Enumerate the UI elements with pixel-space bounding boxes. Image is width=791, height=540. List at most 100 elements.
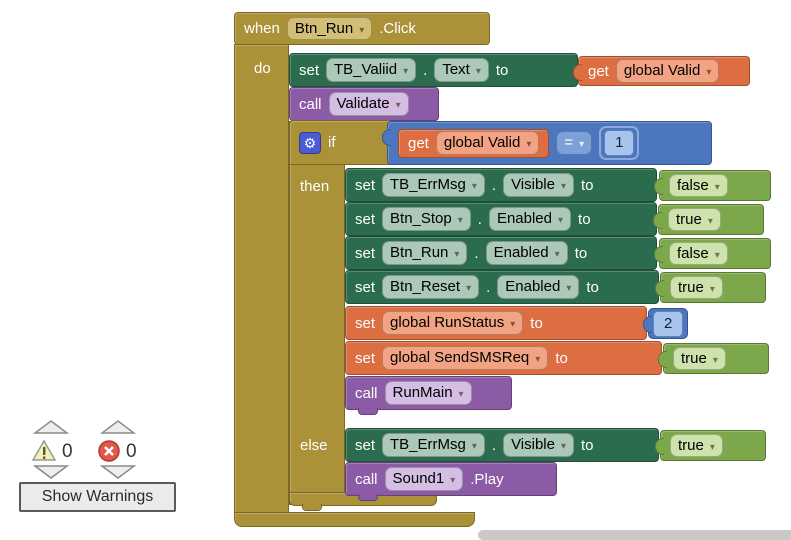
- variable-name: global SendSMSReq: [390, 349, 530, 367]
- procedure-dropdown[interactable]: Sound1: [384, 467, 464, 491]
- property-dropdown[interactable]: Visible: [503, 173, 575, 197]
- get-keyword: get: [588, 62, 609, 80]
- component-dropdown[interactable]: Btn_Stop: [382, 207, 471, 231]
- operator-dropdown[interactable]: =: [556, 131, 593, 155]
- logic-true-block[interactable]: true: [655, 430, 766, 461]
- warning-icon: [31, 439, 57, 461]
- if-block-spine[interactable]: [289, 121, 345, 505]
- call-keyword: call: [355, 384, 378, 402]
- procedure-dropdown[interactable]: Validate: [328, 92, 409, 116]
- dropdown-arrow-icon: [710, 278, 715, 298]
- variable-dropdown[interactable]: global Valid: [615, 59, 720, 83]
- dropdown-arrow-icon: [359, 19, 364, 39]
- dot-separator: .: [491, 176, 497, 194]
- operator-symbol: =: [564, 134, 574, 152]
- component-name: Btn_Reset: [390, 278, 461, 296]
- property-name: Visible: [511, 436, 555, 454]
- dropdown-arrow-icon: [579, 133, 584, 153]
- variable-dropdown[interactable]: global Valid: [435, 131, 540, 155]
- warnings-down-arrow[interactable]: [33, 464, 69, 480]
- logic-dropdown[interactable]: true: [673, 346, 726, 371]
- property-dropdown[interactable]: Visible: [503, 433, 575, 457]
- variable-name: global Valid: [623, 62, 701, 80]
- set-tb-errmsg-visible-block[interactable]: set TB_ErrMsg . Visible to: [345, 428, 659, 462]
- property-name: Visible: [511, 176, 555, 194]
- logic-false-block[interactable]: false: [654, 170, 771, 201]
- logic-value: false: [677, 176, 709, 194]
- horizontal-scrollbar[interactable]: [478, 530, 791, 540]
- to-keyword: to: [581, 176, 594, 194]
- logic-true-block[interactable]: true: [653, 204, 764, 235]
- call-runmain-block[interactable]: call RunMain: [345, 376, 512, 415]
- component-name: TB_ErrMsg: [390, 436, 466, 454]
- property-dropdown[interactable]: Text: [434, 58, 489, 82]
- component-dropdown[interactable]: TB_ErrMsg: [382, 173, 485, 197]
- logic-dropdown[interactable]: true: [670, 433, 723, 458]
- property-name: Enabled: [505, 278, 561, 296]
- procedure-name: Validate: [336, 95, 390, 113]
- component-dropdown[interactable]: Btn_Reset: [382, 275, 480, 299]
- procedure-name: RunMain: [392, 384, 453, 402]
- logic-false-block[interactable]: false: [654, 238, 771, 269]
- to-keyword: to: [530, 314, 543, 332]
- set-tb-valiid-text-block[interactable]: set TB_Valiid . Text to: [289, 53, 578, 87]
- errors-up-arrow[interactable]: [100, 419, 136, 435]
- when-keyword: when: [244, 20, 280, 37]
- logic-dropdown[interactable]: true: [670, 275, 723, 300]
- mutator-gear-icon[interactable]: [299, 131, 321, 154]
- event-component-dropdown[interactable]: Btn_Run: [286, 16, 373, 41]
- logic-dropdown[interactable]: false: [669, 173, 728, 198]
- warnings-up-arrow[interactable]: [33, 419, 69, 435]
- number-block[interactable]: 2: [653, 310, 684, 337]
- call-sound1-play-block[interactable]: call Sound1 .Play: [345, 462, 557, 501]
- dropdown-arrow-icon: [450, 469, 455, 489]
- when-block-spine[interactable]: [234, 44, 289, 513]
- dropdown-arrow-icon: [472, 175, 477, 195]
- dropdown-arrow-icon: [472, 435, 477, 455]
- set-keyword: set: [355, 244, 376, 262]
- dropdown-arrow-icon: [459, 383, 464, 403]
- logic-true-block[interactable]: true: [655, 272, 766, 303]
- equals-comparison-block[interactable]: get global Valid = 1: [382, 121, 712, 165]
- set-keyword: set: [355, 210, 376, 228]
- if-block-header[interactable]: if: [289, 120, 393, 165]
- component-dropdown[interactable]: TB_Valiid: [326, 58, 417, 82]
- number-block[interactable]: 1: [604, 130, 635, 156]
- set-btn-run-enabled-block[interactable]: set Btn_Run . Enabled to: [345, 236, 657, 270]
- property-name: Text: [442, 61, 470, 79]
- to-keyword: to: [581, 436, 594, 454]
- dropdown-arrow-icon: [535, 348, 540, 368]
- get-global-valid-block[interactable]: get global Valid: [573, 56, 750, 86]
- number-block-socket[interactable]: 2: [642, 308, 689, 339]
- component-dropdown[interactable]: TB_ErrMsg: [382, 433, 485, 457]
- when-btn-run-click-block[interactable]: when Btn_Run .Click: [234, 12, 490, 45]
- set-btn-reset-enabled-block[interactable]: set Btn_Reset . Enabled to: [345, 270, 659, 304]
- dropdown-arrow-icon: [715, 176, 720, 196]
- set-btn-stop-enabled-block[interactable]: set Btn_Stop . Enabled to: [345, 202, 657, 236]
- variable-dropdown[interactable]: global RunStatus: [382, 311, 524, 335]
- dropdown-arrow-icon: [713, 349, 718, 369]
- variable-name: global Valid: [443, 134, 521, 152]
- set-global-runstatus-block[interactable]: set global RunStatus to: [345, 306, 647, 340]
- procedure-dropdown[interactable]: RunMain: [384, 381, 472, 405]
- logic-dropdown[interactable]: true: [668, 207, 721, 232]
- set-keyword: set: [355, 349, 376, 367]
- property-name: Enabled: [493, 244, 549, 262]
- set-global-sendsmsreq-block[interactable]: set global SendSMSReq to: [345, 341, 662, 375]
- variable-name: global RunStatus: [390, 314, 505, 332]
- get-global-valid-block[interactable]: get global Valid: [398, 128, 550, 158]
- when-block-bottom[interactable]: [234, 512, 475, 527]
- component-name: Btn_Run: [390, 244, 449, 262]
- call-validate-block[interactable]: call Validate: [289, 87, 439, 121]
- show-warnings-button[interactable]: Show Warnings: [19, 482, 176, 512]
- set-tb-errmsg-visible-block[interactable]: set TB_ErrMsg . Visible to: [345, 168, 657, 202]
- property-dropdown[interactable]: Enabled: [497, 275, 580, 299]
- logic-true-block[interactable]: true: [658, 343, 769, 374]
- property-dropdown[interactable]: Enabled: [488, 207, 572, 231]
- dropdown-arrow-icon: [708, 210, 713, 230]
- logic-dropdown[interactable]: false: [669, 241, 728, 266]
- component-dropdown[interactable]: Btn_Run: [382, 241, 468, 265]
- variable-dropdown[interactable]: global SendSMSReq: [382, 346, 549, 370]
- property-dropdown[interactable]: Enabled: [485, 241, 568, 265]
- errors-down-arrow[interactable]: [100, 464, 136, 480]
